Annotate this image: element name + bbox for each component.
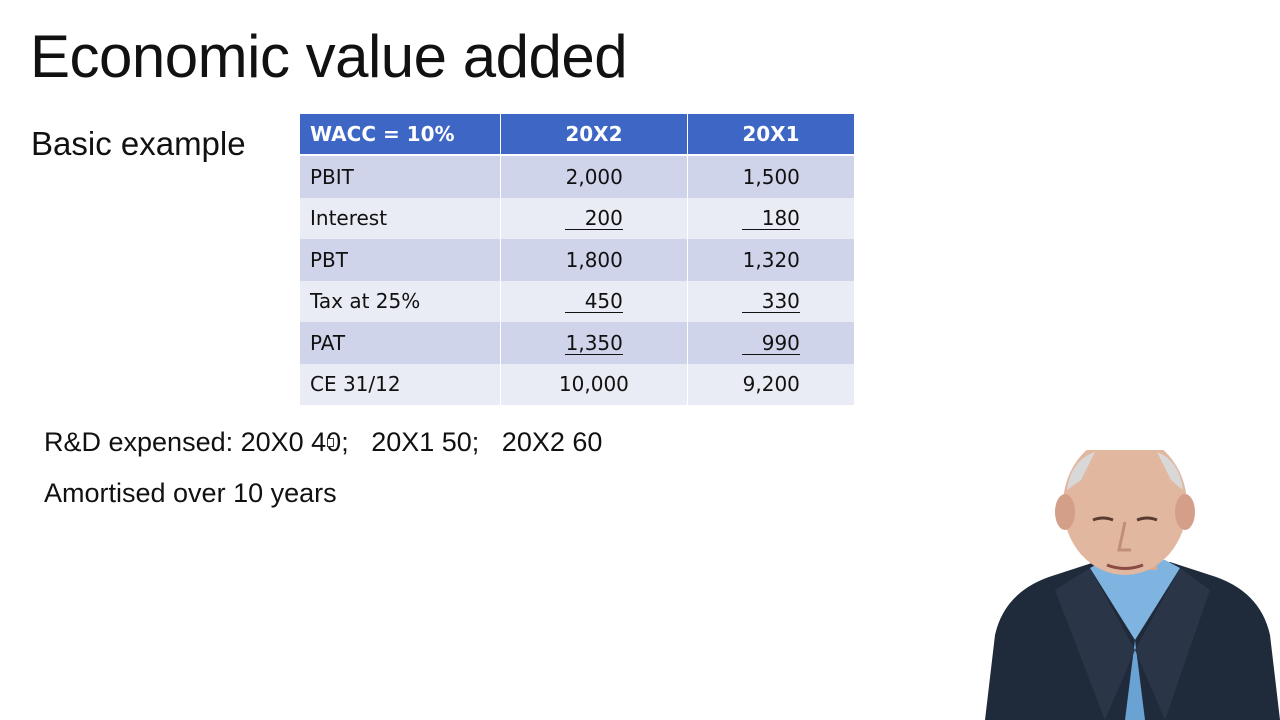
row-label: Tax at 25% xyxy=(300,280,501,322)
cell-value: 9,200 xyxy=(742,372,800,397)
cell-value-underlined: 990 xyxy=(741,332,800,355)
table-row: PBT 1,800 1,320 xyxy=(300,239,854,281)
header-20x1: 20X1 xyxy=(687,114,854,156)
header-20x2: 20X2 xyxy=(500,114,688,156)
row-label: PBIT xyxy=(300,155,501,198)
rd-expensed-note: R&D expensed: 20X0 40; 20X1 50; 20X2 60 xyxy=(44,427,603,457)
presenter-figure xyxy=(985,450,1280,720)
table-row: Tax at 25% 450 330 xyxy=(300,280,854,322)
cell-value: 1,500 xyxy=(742,164,800,189)
slide-title: Economic value added xyxy=(30,23,628,90)
cell-value-underlined: 180 xyxy=(741,207,800,231)
row-label: Interest xyxy=(300,197,501,239)
amortisation-note: Amortised over 10 years xyxy=(44,478,337,508)
cell-value-underlined: 330 xyxy=(741,290,800,314)
mouse-cursor xyxy=(327,438,334,447)
row-label: PAT xyxy=(300,322,501,364)
cell-value-underlined: 1,350 xyxy=(564,330,623,355)
header-wacc: WACC = 10% xyxy=(300,114,501,156)
row-label: PBT xyxy=(300,239,501,281)
cell-value: 1,320 xyxy=(742,247,800,272)
cell-value: 10,000 xyxy=(558,372,629,397)
slide-subtitle: Basic example xyxy=(31,125,246,162)
table-row: PBIT 2,000 1,500 xyxy=(300,155,854,198)
presenter-video xyxy=(985,450,1280,720)
table-header-row: WACC = 10% 20X2 20X1 xyxy=(300,114,854,156)
row-label: CE 31/12 xyxy=(300,363,501,405)
table-row: Interest 200 180 xyxy=(300,197,854,239)
table-row: PAT 1,350 990 xyxy=(300,322,854,364)
evA-table: WACC = 10% 20X2 20X1 PBIT 2,000 1,500 In… xyxy=(300,114,854,405)
cell-value-underlined: 200 xyxy=(564,207,623,231)
cell-value: 2,000 xyxy=(565,164,623,189)
cell-value: 1,800 xyxy=(565,247,623,272)
cell-value-underlined: 450 xyxy=(564,290,623,314)
table-row: CE 31/12 10,000 9,200 xyxy=(300,363,854,405)
